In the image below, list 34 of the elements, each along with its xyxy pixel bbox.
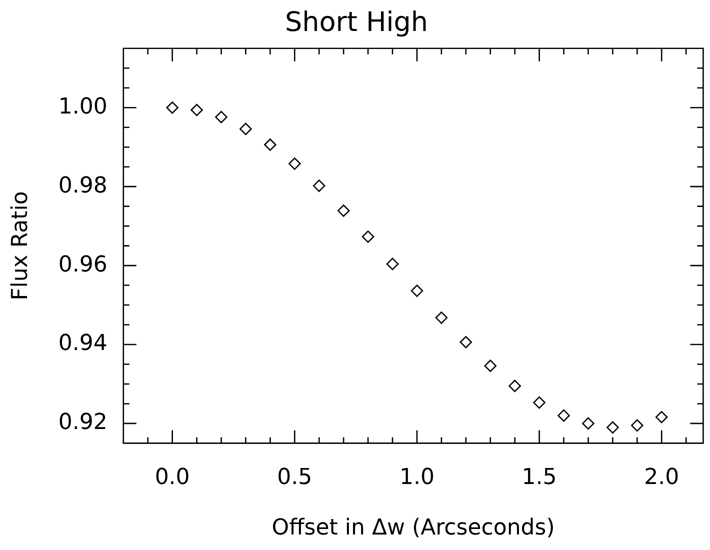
point [460,336,472,348]
x-tick-label: 1.5 [522,465,557,490]
x-axis-title: Offset in Δw (Arcseconds) [272,516,555,541]
point [312,180,326,192]
chart-title: Short High [284,7,428,38]
x-tick-label: 1.0 [399,465,434,490]
point [288,158,301,170]
y-tick-label: 0.94 [58,331,108,356]
point [386,258,399,270]
x-tick-label: 0.5 [277,465,312,490]
point [410,284,424,297]
point [190,104,203,116]
y-tick-label: 0.92 [58,410,108,436]
point [215,110,228,124]
point [582,417,594,430]
point [558,409,570,422]
point [166,101,178,114]
point [508,380,521,392]
y-tick-label: 0.98 [58,173,108,198]
y-axis-title: Flux Ratio [8,191,33,300]
point [630,419,644,432]
point [264,138,276,151]
x-tick-label: 0.0 [154,465,190,490]
y-tick-label: 0.96 [58,252,108,278]
point [435,312,448,324]
x-tick-label: 2.0 [644,465,680,490]
point [655,410,668,424]
point [606,421,619,434]
point [362,230,374,243]
point [337,204,350,217]
point [533,396,546,409]
point [484,360,497,372]
y-tick-label: 1.00 [58,94,108,120]
point [240,122,252,136]
